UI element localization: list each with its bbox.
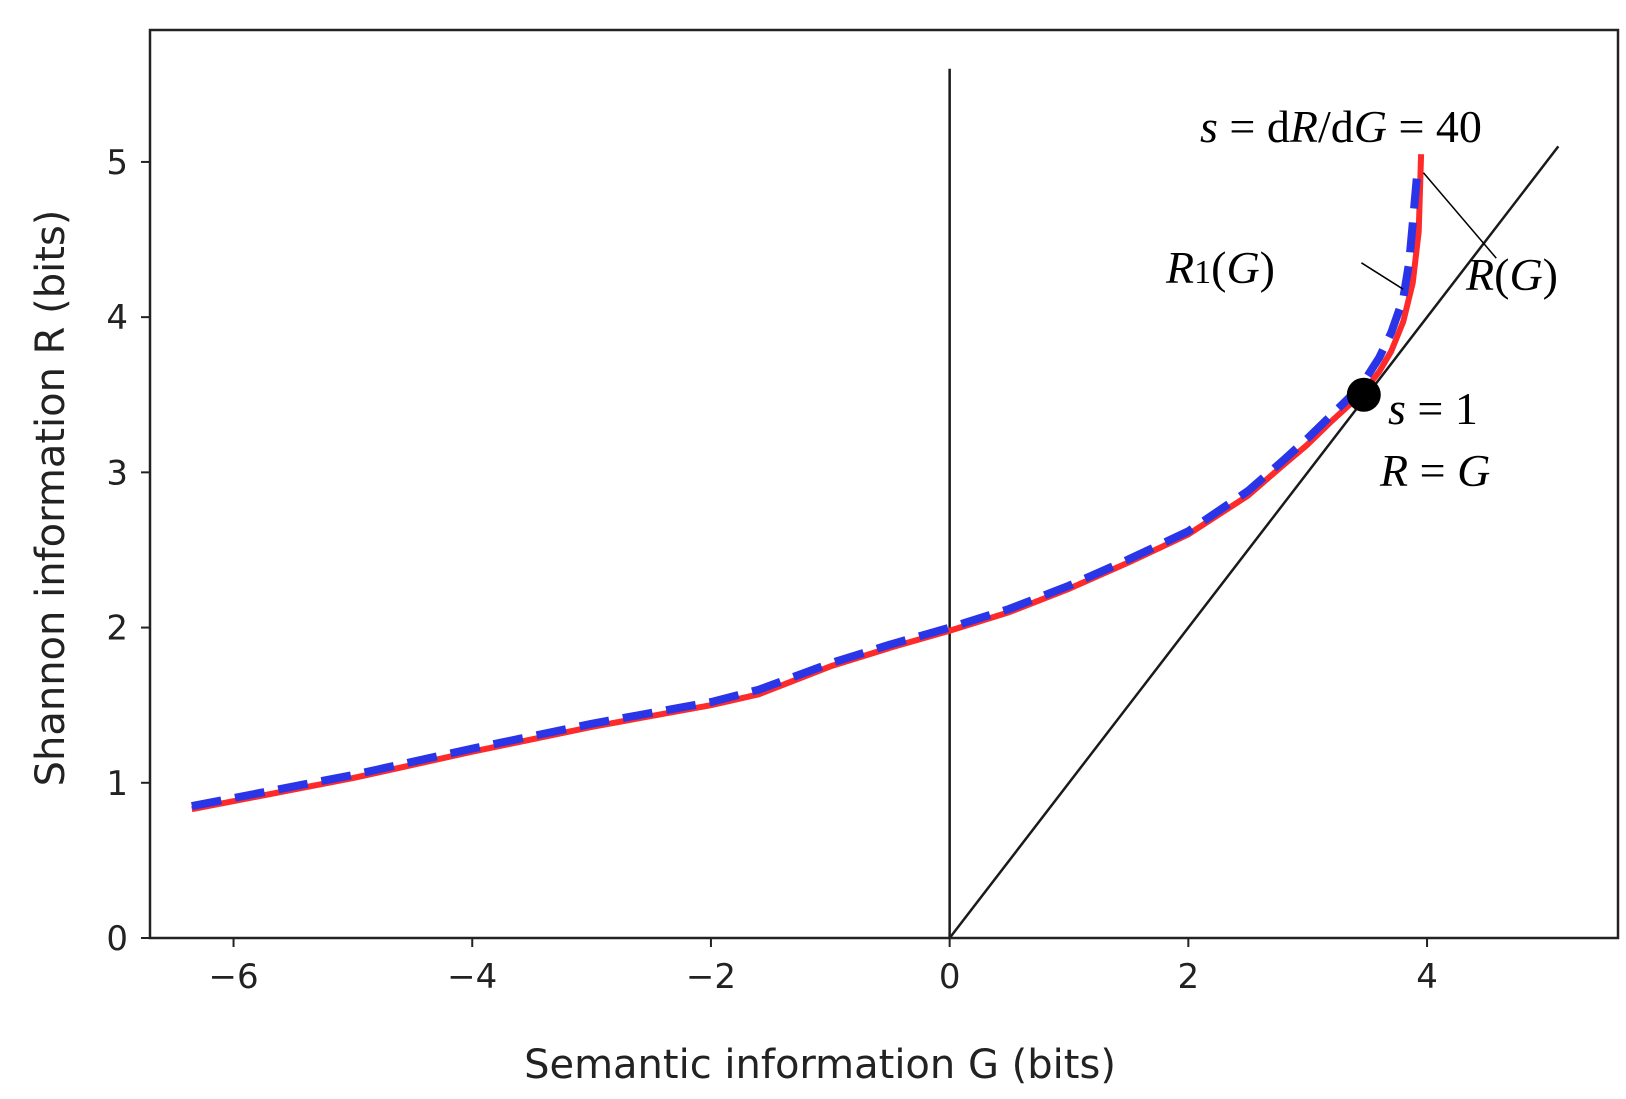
y-axis-label: Shannon information R (bits): [28, 210, 74, 787]
x-tick-label: 4: [1416, 957, 1438, 997]
x-tick-label: 0: [939, 957, 961, 997]
series-line-r1-of-g: [191, 169, 1422, 811]
leader-r-of-g: [1422, 172, 1497, 259]
leader-lines: [1360, 172, 1497, 290]
tangent-point-layer: [1346, 377, 1381, 412]
y-tick-label: 1: [106, 764, 128, 804]
leader-r1-of-g: [1360, 262, 1404, 290]
plot-frame: [148, 28, 1620, 940]
annotation-slope-40: s = dR/dG = 40: [1200, 101, 1482, 152]
diagonal-line-r-equals-g: [948, 145, 1560, 939]
y-axis-ticks: 0 1 2 3 4 5: [106, 143, 150, 959]
reference-lines: [948, 68, 1560, 939]
annotation-r1-of-g: R1(G): [1165, 242, 1275, 293]
y-tick-label: 4: [106, 298, 128, 338]
x-axis-ticks: −6 −4 −2 0 2 4: [208, 938, 1438, 997]
x-tick-label: 2: [1178, 957, 1200, 997]
y-tick-label: 3: [106, 453, 128, 493]
x-axis-label: Semantic information G (bits): [524, 1042, 1116, 1088]
y-tick-label: 0: [106, 919, 128, 959]
annotation-r-equals-g: R = G: [1379, 445, 1490, 496]
x-tick-label: −4: [447, 957, 497, 997]
plot-background: [150, 30, 1618, 938]
y-tick-label: 2: [106, 609, 128, 649]
annotation-s-equals-1: s = 1: [1388, 383, 1478, 434]
tangent-point: [1346, 377, 1381, 412]
x-tick-label: −2: [686, 957, 736, 997]
annotation-r-of-g: R(G): [1465, 249, 1558, 300]
series-layer: [191, 154, 1425, 813]
y-tick-label: 5: [106, 143, 128, 183]
x-tick-label: −6: [208, 957, 258, 997]
